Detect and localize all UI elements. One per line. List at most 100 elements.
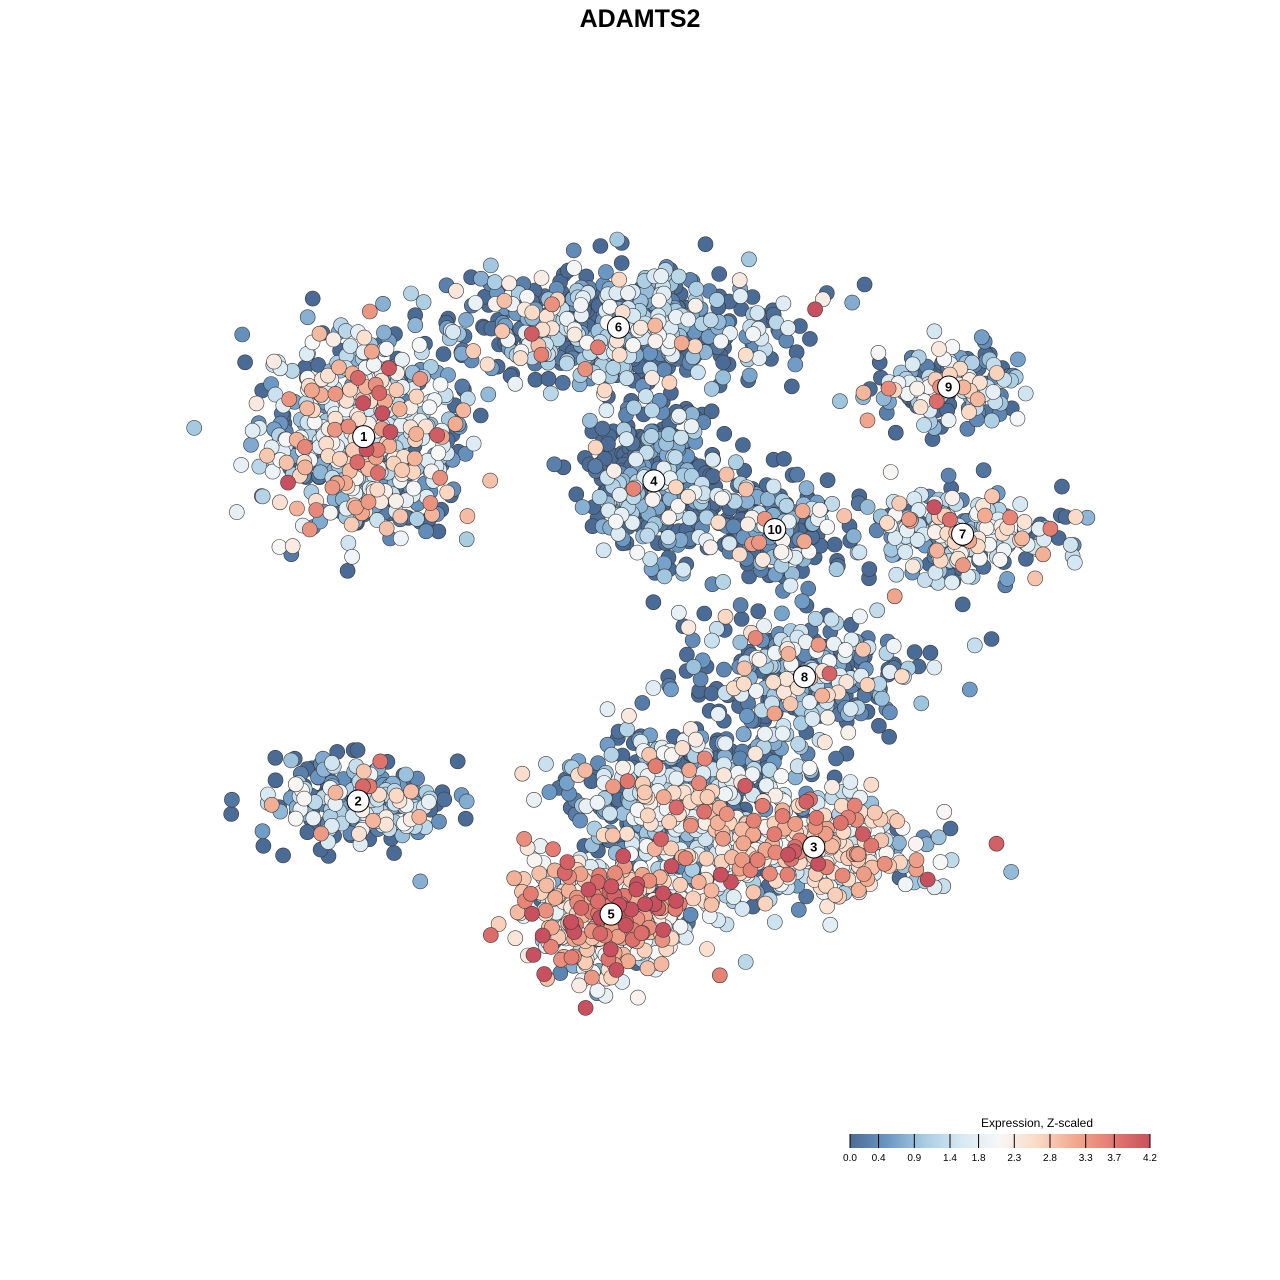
data-point (740, 516, 756, 533)
data-point (607, 865, 623, 882)
data-point (710, 706, 727, 722)
cluster-label-7: 7 (951, 522, 975, 546)
cluster-label-text: 1 (360, 429, 367, 444)
data-point (870, 344, 887, 361)
data-point (523, 325, 540, 342)
data-point (861, 561, 878, 577)
data-point (563, 949, 580, 966)
data-point (412, 371, 429, 387)
data-point (611, 347, 628, 363)
data-point (595, 542, 612, 559)
data-point (780, 846, 796, 863)
data-point (289, 500, 305, 517)
data-point (324, 755, 340, 771)
data-point (432, 376, 449, 393)
legend-tick-label: 3.7 (1107, 1153, 1121, 1164)
data-point (840, 724, 857, 741)
data-point (687, 731, 704, 748)
data-point (381, 360, 397, 377)
data-point (448, 282, 464, 299)
data-point (983, 412, 1000, 429)
data-point (1017, 385, 1034, 402)
data-point (717, 608, 734, 625)
cluster-label-5: 5 (599, 902, 623, 926)
data-point (739, 708, 755, 724)
data-point (955, 557, 971, 574)
data-point (881, 728, 897, 745)
data-point (304, 290, 321, 307)
data-point (592, 238, 609, 254)
data-point (702, 539, 719, 556)
data-point (755, 551, 771, 568)
data-point (655, 885, 671, 902)
data-point (732, 597, 749, 613)
data-point (790, 901, 807, 918)
data-point (905, 558, 921, 575)
data-point (455, 402, 472, 419)
data-point (766, 826, 783, 843)
data-point (607, 513, 624, 530)
data-point (278, 454, 295, 471)
data-point (751, 534, 767, 551)
data-point (392, 530, 409, 547)
data-point (630, 989, 646, 1006)
data-point (496, 292, 513, 309)
data-point (912, 399, 929, 415)
legend-colorbar (850, 1134, 1150, 1148)
data-point (926, 323, 943, 340)
data-point (901, 511, 917, 528)
data-point (966, 637, 983, 654)
data-point (1003, 864, 1020, 880)
data-point (850, 846, 867, 863)
data-point (832, 815, 849, 831)
data-point (766, 705, 783, 722)
data-point (1067, 554, 1083, 571)
data-point (603, 878, 620, 895)
data-point (374, 405, 391, 422)
data-point (629, 544, 646, 561)
data-point (625, 337, 641, 354)
data-point (906, 644, 923, 660)
data-point (308, 502, 325, 518)
data-point (711, 266, 728, 282)
data-point (859, 499, 876, 515)
data-point (765, 674, 782, 690)
data-point (392, 508, 409, 525)
data-point (680, 311, 697, 328)
data-point (645, 594, 662, 611)
data-point (779, 866, 796, 883)
data-point (650, 292, 667, 309)
data-point (237, 354, 253, 371)
data-point (889, 813, 906, 829)
data-point (954, 596, 971, 613)
data-point (522, 885, 539, 902)
legend-tick-label: 0.4 (872, 1153, 886, 1164)
data-point (663, 681, 679, 698)
data-point (403, 783, 419, 800)
data-point (908, 836, 924, 852)
data-point (673, 335, 690, 351)
data-point (732, 634, 749, 651)
data-point (836, 508, 853, 524)
data-point (780, 646, 797, 662)
data-point (1035, 546, 1051, 563)
data-point (682, 906, 699, 923)
data-point (311, 325, 328, 342)
data-point (299, 309, 316, 326)
data-point (780, 320, 796, 336)
cluster-label-2: 2 (346, 789, 370, 813)
data-point (807, 610, 824, 627)
data-point (378, 520, 395, 537)
data-point (618, 431, 635, 448)
data-point (602, 805, 618, 822)
data-point (696, 605, 713, 622)
data-point (645, 680, 662, 696)
data-point (536, 966, 553, 982)
data-point (683, 418, 700, 435)
data-point (305, 810, 322, 827)
data-point (619, 773, 636, 790)
data-point (516, 831, 533, 847)
data-point (718, 806, 735, 822)
data-point (653, 268, 670, 284)
data-point (355, 395, 371, 411)
